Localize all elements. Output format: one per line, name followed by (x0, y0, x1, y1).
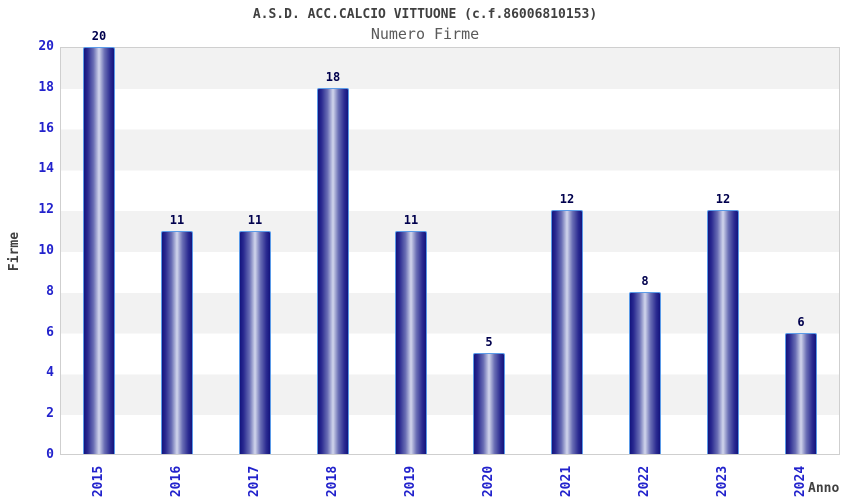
x-tick-label: 2021 (559, 465, 575, 497)
y-tick-label: 2 (46, 406, 54, 422)
bar (551, 210, 583, 454)
x-tick-label: 2015 (91, 465, 107, 497)
x-tick-label: 2016 (169, 465, 185, 497)
bar (707, 210, 739, 454)
bar (83, 47, 115, 454)
x-tick-label: 2022 (637, 465, 653, 497)
chart-subtitle: Numero Firme (370, 25, 480, 43)
bar (629, 291, 661, 454)
x-tick-label: 2020 (481, 465, 497, 497)
x-axis-title: Anno (808, 481, 840, 496)
bar-value-label: 5 (485, 335, 493, 349)
bar-value-label: 11 (403, 212, 419, 227)
y-tick-label: 0 (46, 447, 54, 462)
y-tick-label: 10 (38, 243, 54, 258)
y-tick-label: 12 (38, 202, 54, 218)
y-tick-label: 4 (46, 365, 54, 381)
chart-title: A.S.D. ACC.CALCIO VITTUONE (c.f.86006810… (252, 7, 598, 22)
bar-value-label: 8 (641, 273, 649, 288)
bar-value-label: 11 (247, 212, 263, 227)
bar-value-label: 11 (169, 212, 185, 227)
y-axis-title: Firme (7, 231, 23, 271)
y-tick-label: 8 (46, 283, 54, 299)
y-tick-label: 16 (38, 120, 54, 136)
y-tick-label: 14 (38, 161, 54, 177)
bar (785, 332, 817, 454)
x-tick-label: 2017 (247, 465, 263, 497)
y-tick-label: 20 (38, 39, 54, 54)
x-tick-label: 2023 (715, 465, 731, 497)
bar-value-label: 12 (559, 192, 575, 207)
bar (317, 87, 349, 454)
bar-value-label: 12 (715, 192, 731, 207)
bar (473, 353, 505, 454)
x-tick-label: 2019 (403, 465, 419, 497)
bar (239, 230, 271, 454)
bar (161, 230, 193, 454)
y-tick-label: 18 (38, 79, 54, 95)
x-tick-label: 2018 (325, 465, 341, 497)
bar-value-label: 18 (325, 69, 341, 84)
y-tick-label: 6 (46, 324, 54, 340)
bar-value-label: 6 (797, 314, 805, 329)
bar-value-label: 20 (91, 29, 107, 43)
bar (395, 230, 427, 454)
